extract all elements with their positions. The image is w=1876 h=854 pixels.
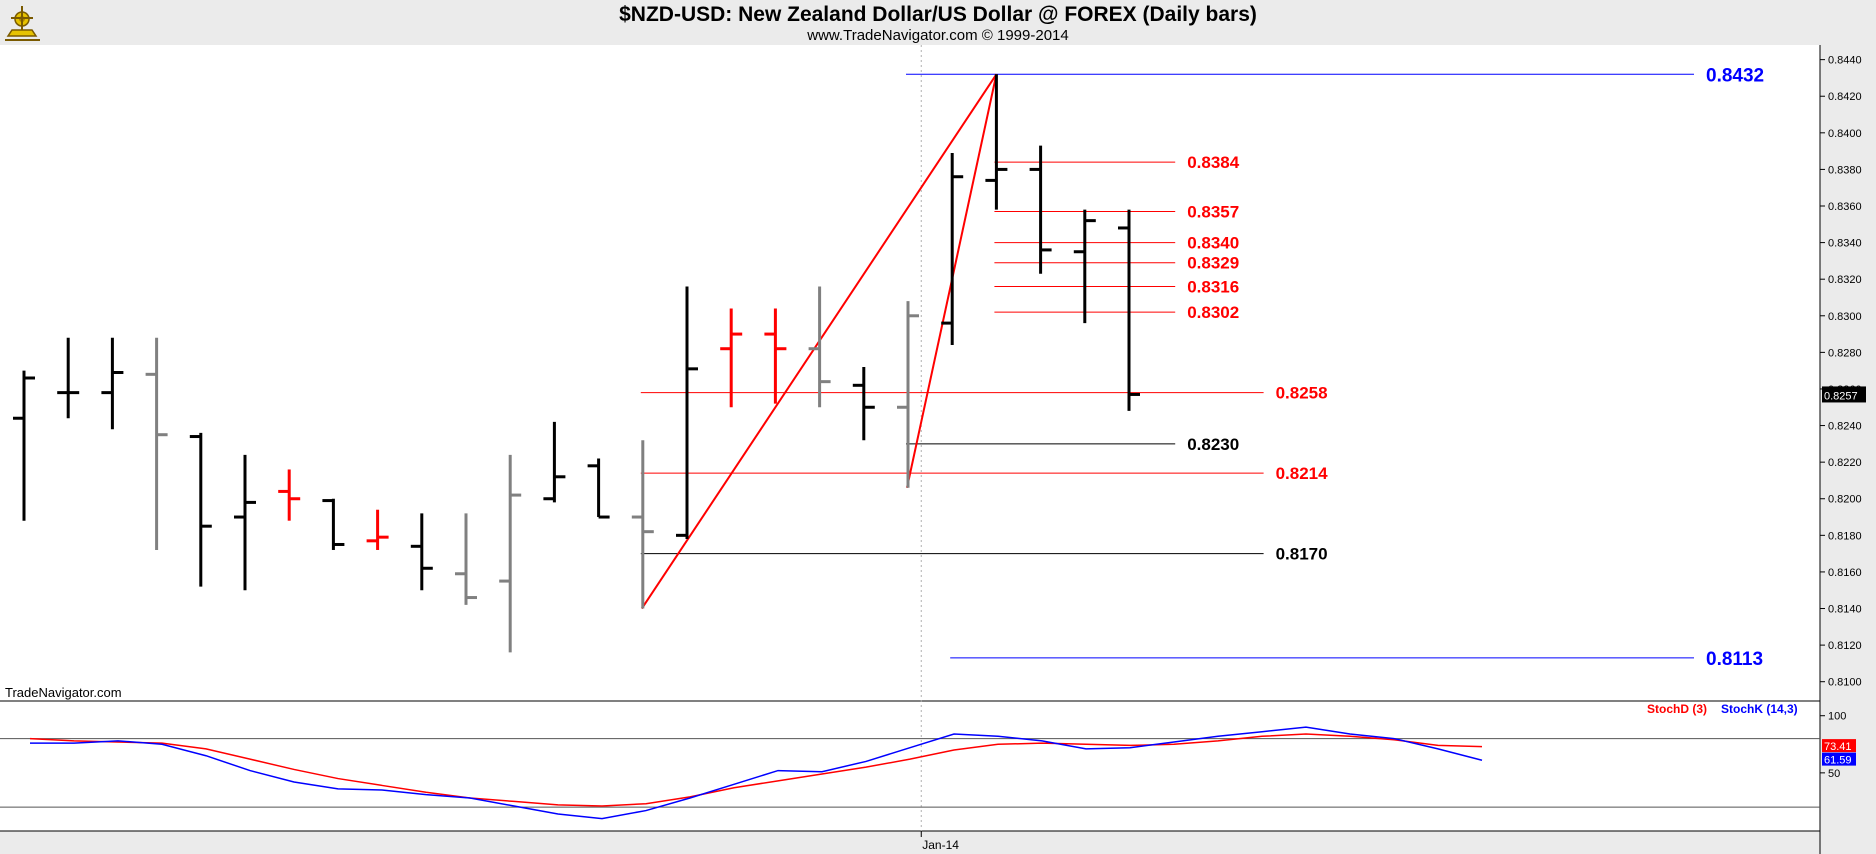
chart-header xyxy=(0,0,1876,45)
price-level-label: 0.8230 xyxy=(1187,435,1239,454)
y-axis-panel xyxy=(1820,45,1876,854)
y-tick-label: 0.8420 xyxy=(1828,91,1862,103)
y-tick-label: 0.8340 xyxy=(1828,238,1862,250)
stoch-y-tick-label: 100 xyxy=(1828,711,1846,723)
stochk-value-label: 61.59 xyxy=(1824,755,1852,767)
y-tick-label: 0.8160 xyxy=(1828,567,1862,579)
stochk-legend: StochK (14,3) xyxy=(1721,702,1798,716)
y-tick-label: 0.8240 xyxy=(1828,421,1862,433)
y-tick-label: 0.8300 xyxy=(1828,311,1862,323)
price-level-label: 0.8214 xyxy=(1276,464,1329,483)
y-tick-label: 0.8440 xyxy=(1828,55,1862,67)
stochd-value-label: 73.41 xyxy=(1824,741,1852,753)
stochd-legend: StochD (3) xyxy=(1647,702,1707,716)
stochk-line xyxy=(30,726,1483,820)
chart-subtitle: www.TradeNavigator.com © 1999-2014 xyxy=(807,27,1069,44)
y-tick-label: 0.8180 xyxy=(1828,530,1862,542)
stochd-line xyxy=(29,733,1483,807)
last-price-tag xyxy=(1822,386,1866,403)
y-tick-label: 0.8220 xyxy=(1828,457,1862,469)
price-level-label: 0.8113 xyxy=(1706,649,1763,670)
price-level-label: 0.8329 xyxy=(1187,254,1239,273)
y-tick-label: 0.8140 xyxy=(1828,604,1862,616)
y-tick-label: 0.8320 xyxy=(1828,274,1862,286)
price-level-label: 0.8302 xyxy=(1187,303,1239,322)
y-tick-label: 0.8120 xyxy=(1828,640,1862,652)
x-tick-label: Jan-14 xyxy=(922,838,959,852)
y-tick-label: 0.8100 xyxy=(1828,677,1862,689)
price-level-label: 0.8170 xyxy=(1276,545,1328,564)
price-level-label: 0.8340 xyxy=(1187,234,1239,253)
y-tick-label: 0.8400 xyxy=(1828,128,1862,140)
stoch-y-tick-label: 50 xyxy=(1828,768,1840,780)
price-level-label: 0.8384 xyxy=(1187,153,1240,172)
y-tick-label: 0.8380 xyxy=(1828,164,1862,176)
y-tick-label: 0.8200 xyxy=(1828,494,1862,506)
stochk-value-tag xyxy=(1822,752,1856,766)
price-level-label: 0.8258 xyxy=(1276,384,1328,403)
stochd-value-tag xyxy=(1822,739,1856,753)
trade-navigator-logo-icon xyxy=(5,6,40,41)
y-tick-label: 0.8360 xyxy=(1828,201,1862,213)
price-level-label: 0.8316 xyxy=(1187,278,1239,297)
price-level-label: 0.8432 xyxy=(1706,65,1764,86)
x-axis-panel xyxy=(0,831,1876,854)
price-level-label: 0.8357 xyxy=(1187,202,1239,221)
y-tick-label: 0.8280 xyxy=(1828,347,1862,359)
watermark: TradeNavigator.com xyxy=(5,685,122,700)
chart-title: $NZD-USD: New Zealand Dollar/US Dollar @… xyxy=(619,3,1257,26)
last-price-label: 0.8257 xyxy=(1824,390,1858,402)
